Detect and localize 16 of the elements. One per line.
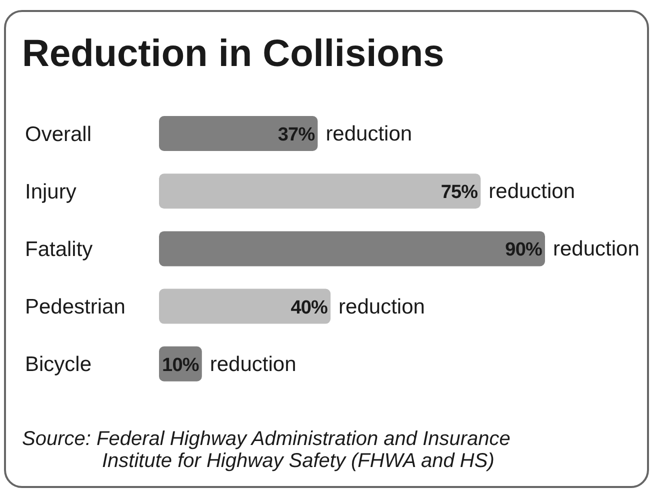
data-label: 10% reduction <box>162 352 296 376</box>
y-tick-label: Pedestrian <box>25 296 126 319</box>
data-label: 37% reduction <box>278 122 412 146</box>
source-note: Source: Federal Highway Administration and Insurance Institute for Highway Safety (FHWA and HS) <box>22 428 512 472</box>
data-label: 40% reduction <box>290 295 425 318</box>
bar <box>159 231 545 266</box>
y-tick-label: Injury <box>25 180 77 204</box>
data-label: 75% reduction <box>440 180 576 204</box>
chart-title: Reduction in Collisions <box>22 32 444 76</box>
bar <box>159 116 318 151</box>
bar <box>159 288 331 324</box>
data-label: 90% reduction <box>505 238 640 261</box>
y-tick-label: Overall <box>25 122 92 146</box>
y-tick-label: Bicycle <box>25 353 92 376</box>
y-tick-label: Fatality <box>25 238 94 261</box>
bar <box>159 174 481 209</box>
